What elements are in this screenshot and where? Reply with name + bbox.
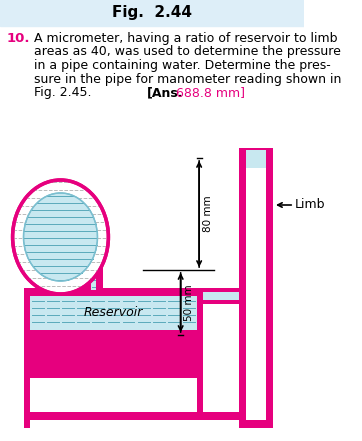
Text: Limb: Limb [295,198,325,212]
Bar [30,296,197,330]
Bar [24,378,30,428]
Text: 688.8 mm]: 688.8 mm] [176,86,245,99]
Bar [203,292,240,300]
Text: in a pipe containing water. Determine the pres-: in a pipe containing water. Determine th… [34,59,331,72]
Text: 50 mm: 50 mm [184,284,194,321]
Text: areas as 40, was used to determine the pressure: areas as 40, was used to determine the p… [34,45,341,59]
Text: sure in the pipe for manometer reading shown in: sure in the pipe for manometer reading s… [34,72,341,86]
Bar [24,288,203,378]
Bar [24,412,273,428]
Text: Fig. 2.45.: Fig. 2.45. [34,86,91,99]
Circle shape [24,193,97,281]
Text: 80 mm: 80 mm [202,196,212,232]
Circle shape [13,180,108,294]
Bar [30,378,197,412]
Text: Fig.  2.44: Fig. 2.44 [112,5,192,20]
Bar [0,0,304,26]
Bar [246,168,266,420]
Bar [240,148,273,428]
Bar [91,222,96,290]
Bar [30,420,240,428]
Bar [84,222,102,288]
Text: A micrometer, having a ratio of reservoir to limb: A micrometer, having a ratio of reservoi… [34,32,337,45]
Bar [246,150,266,168]
Text: Reservoir: Reservoir [84,306,143,319]
Text: [Ans.: [Ans. [147,86,184,99]
Text: 10.: 10. [7,32,30,45]
Bar [197,378,203,428]
Bar [202,288,240,304]
